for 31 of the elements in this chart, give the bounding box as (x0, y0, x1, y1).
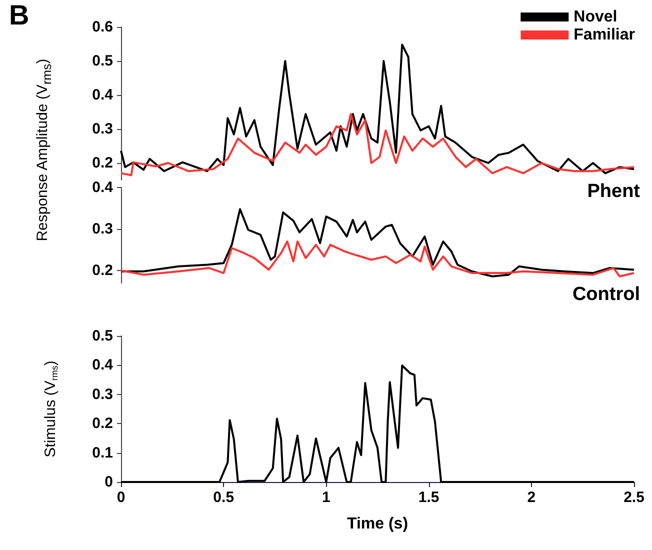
x-tick-label: 2.5 (624, 489, 644, 506)
y-tick-label: 0.2 (92, 154, 113, 172)
y-axis-title: Stimulus (Vrms) (42, 360, 60, 458)
y-tick-label: 0 (104, 474, 113, 490)
y-tick-label: 0.4 (92, 86, 114, 104)
y-tick-label: 0.3 (92, 386, 113, 403)
x-tick-label: 0 (116, 489, 126, 506)
line-series (120, 208, 635, 278)
y-tick-label: 0.4 (92, 356, 114, 374)
x-tick-label: 0.5 (213, 489, 234, 506)
line-series (120, 44, 635, 174)
legend-label: Familiar (574, 26, 635, 44)
legend-label: Novel (574, 8, 618, 26)
x-tick-label: 2 (527, 489, 536, 506)
annotation: Phent (587, 181, 641, 202)
y-tick-label: 0.6 (92, 18, 113, 36)
y-tick-label: 0.5 (92, 328, 113, 344)
chart-title: B (9, 0, 30, 30)
y-tick-label: 0.3 (92, 120, 113, 138)
y-tick-label: 0.3 (92, 220, 113, 238)
x-tick-label: 1.5 (418, 489, 440, 506)
x-tick-label: 1 (322, 489, 330, 506)
y-tick-label: 0.4 (92, 179, 114, 196)
y-tick-label: 0.1 (92, 444, 113, 462)
x-axis-title: Time (s) (346, 516, 408, 532)
text: Control (572, 284, 640, 305)
y-tick-label: 0.2 (92, 262, 113, 280)
y-tick-label: 0.5 (92, 52, 113, 70)
y-tick-label: 0.2 (92, 415, 113, 432)
line-series (120, 240, 635, 278)
line-series (120, 113, 635, 176)
